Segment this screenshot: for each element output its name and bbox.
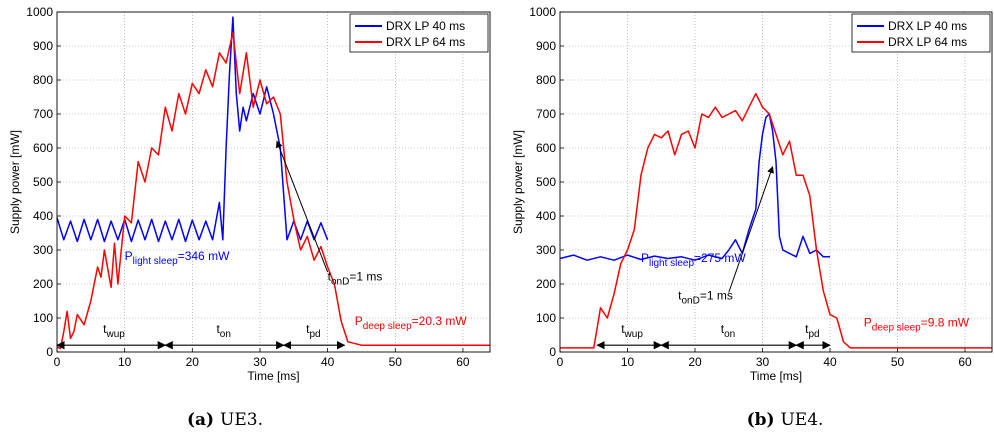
chart-panel-2: 0 10 20 30 40 50 60010020030040050060070080090… xyxy=(511,5,993,430)
y-tick-label: 400 xyxy=(536,209,556,223)
y-tick-label: 200 xyxy=(536,277,556,291)
series-line-drx-lp-64 xyxy=(56,31,490,350)
y-tick-label: 800 xyxy=(536,73,556,87)
y-tick-label: 700 xyxy=(536,107,556,121)
y-tick-label: 500 xyxy=(536,175,556,189)
legend-label: DRX LP 64 ms xyxy=(888,35,967,49)
x-tick-label: 20 xyxy=(186,355,200,369)
y-tick-label: 1000 xyxy=(26,5,53,19)
y-tick-label: 300 xyxy=(536,243,556,257)
y-tick-label: 0 xyxy=(549,345,556,359)
x-tick-label: 50 xyxy=(389,355,403,369)
y-axis-label: Supply power [mW] xyxy=(511,130,525,234)
x-tick-label: 40 xyxy=(823,355,837,369)
legend-box xyxy=(851,13,991,53)
y-tick-label: 900 xyxy=(536,39,556,53)
grid xyxy=(560,11,992,352)
ton-d-arrow xyxy=(275,140,329,273)
x-tick-label: 10 xyxy=(621,355,635,369)
y-tick-label: 100 xyxy=(33,311,53,325)
legend: DRX LP 40 ms DRX LP 64 ms xyxy=(349,13,489,53)
legend-label: DRX LP 40 ms xyxy=(386,19,465,33)
y-tick-label: 100 xyxy=(536,311,556,325)
legend-box xyxy=(349,13,489,53)
legend: DRX LP 40 ms DRX LP 64 ms xyxy=(851,13,991,53)
y-tick-label: 700 xyxy=(33,107,53,121)
x-tick-label: 30 xyxy=(253,355,267,369)
x-tick-label: 30 xyxy=(756,355,770,369)
y-tick-label: 900 xyxy=(33,39,53,53)
x-tick-label: 40 xyxy=(321,355,335,369)
x-axis-label: Time [ms] xyxy=(750,369,802,383)
x-tick-label: 20 xyxy=(688,355,702,369)
light-sleep-annotation: Plight sleep=275 mW xyxy=(641,251,746,269)
t-wup-label: twup xyxy=(103,322,125,340)
axes-frame xyxy=(559,11,993,353)
legend-label: DRX LP 64 ms xyxy=(386,35,465,49)
x-tick-label: 60 xyxy=(958,355,972,369)
y-tick-label: 1000 xyxy=(529,5,556,19)
y-tick-label: 500 xyxy=(33,175,53,189)
y-axis-label: Supply power [mW] xyxy=(8,130,22,234)
chart-panel-1: 0 10 20 30 40 50 60010020030040050060070080090… xyxy=(8,5,491,430)
legend-label: DRX LP 40 ms xyxy=(888,19,967,33)
series-line-drx-lp-64 xyxy=(560,92,992,349)
panel-caption: (a) UE3. xyxy=(187,410,263,430)
y-tick-label: 600 xyxy=(33,141,53,155)
panel-caption: (b) UE4. xyxy=(747,410,824,430)
y-tick-label: 0 xyxy=(46,345,53,359)
t-pd-label: tpd xyxy=(805,322,819,340)
light-sleep-annotation: Plight sleep=346 mW xyxy=(125,249,230,267)
x-tick-label: 0 xyxy=(557,355,564,369)
series-line-drx-lp-40 xyxy=(56,16,329,243)
y-tick-label: 400 xyxy=(33,209,53,223)
x-tick-label: 60 xyxy=(456,355,470,369)
y-tick-label: 600 xyxy=(536,141,556,155)
x-axis-label: Time [ms] xyxy=(247,369,299,383)
t-on-label: ton xyxy=(721,322,735,340)
deep-sleep-annotation: Pdeep sleep=9.8 mW xyxy=(864,316,970,334)
axes-frame xyxy=(56,11,491,353)
series-line-drx-lp-40 xyxy=(559,113,830,261)
t-pd-label: tpd xyxy=(306,322,320,340)
x-tick-label: 10 xyxy=(118,355,132,369)
ton-d-annotation: tonD=1 ms xyxy=(328,270,383,288)
ton-d-annotation: tonD=1 ms xyxy=(678,288,733,306)
deep-sleep-annotation: Pdeep sleep=20.3 mW xyxy=(355,314,468,332)
x-tick-label: 0 xyxy=(54,355,61,369)
y-tick-label: 300 xyxy=(33,243,53,257)
ton-d-arrow xyxy=(728,166,774,293)
y-tick-label: 200 xyxy=(33,277,53,291)
t-wup-label: twup xyxy=(621,322,643,340)
y-tick-label: 800 xyxy=(33,73,53,87)
x-tick-label: 50 xyxy=(891,355,905,369)
t-on-label: ton xyxy=(216,322,230,340)
